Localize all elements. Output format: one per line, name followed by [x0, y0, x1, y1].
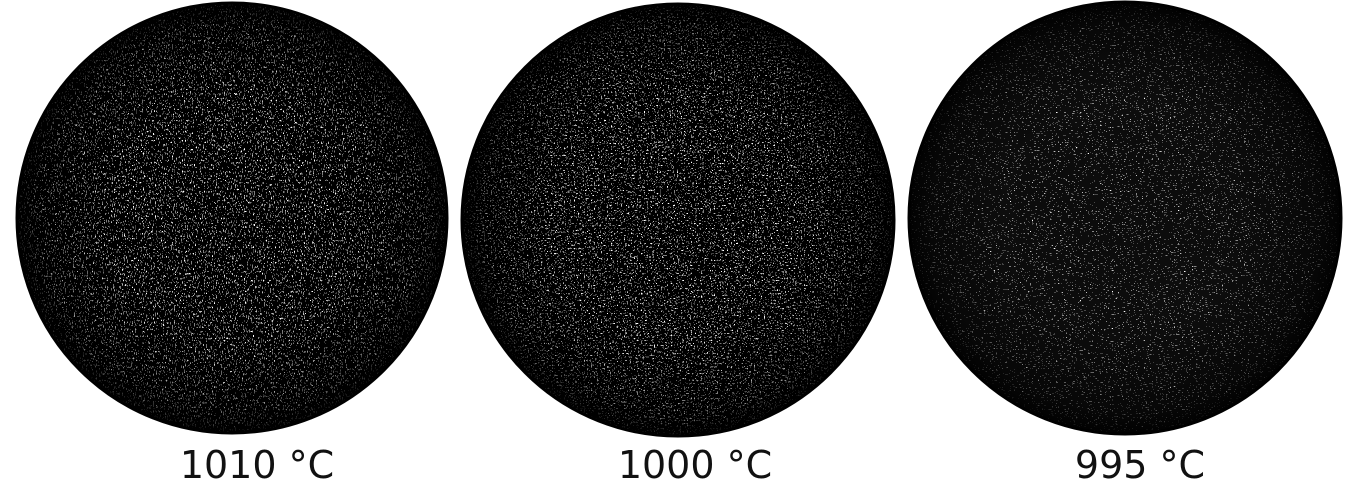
figure: 1010 °C 1000 °C 995 °C — [0, 0, 1353, 484]
sample-disc — [17, 3, 447, 433]
sample-disc — [909, 2, 1341, 434]
disc-edge — [17, 3, 447, 433]
disc-edge — [909, 2, 1341, 434]
panel-label: 995 °C — [1075, 443, 1205, 484]
disc-edge — [462, 4, 894, 436]
panel-label: 1010 °C — [180, 443, 334, 484]
page: 1010 °C 1000 °C 995 °C (() => { const da… — [0, 0, 1353, 484]
panel-label: 1000 °C — [618, 443, 772, 484]
sample-disc — [462, 4, 894, 436]
